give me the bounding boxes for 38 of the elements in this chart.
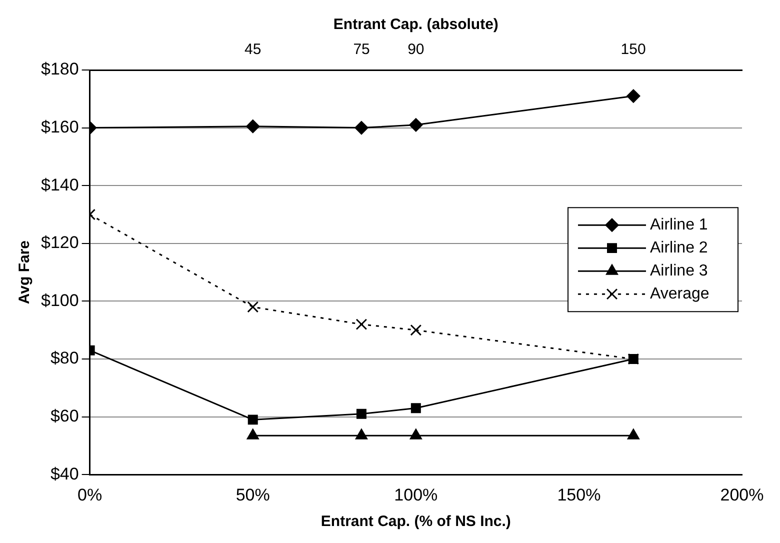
point xyxy=(247,301,259,313)
x-tick-label: 150% xyxy=(557,485,601,504)
y-tick-label: $40 xyxy=(50,464,79,484)
point xyxy=(626,89,640,103)
x2-tick-label: 90 xyxy=(408,41,424,58)
point xyxy=(410,324,422,336)
point xyxy=(246,428,259,440)
x-axis-title: Entrant Cap. (% of NS Inc.) xyxy=(320,513,511,530)
x2-axis-title: Entrant Cap. (absolute) xyxy=(333,16,498,34)
y-tick-label: $140 xyxy=(40,175,79,194)
point xyxy=(356,318,368,330)
point xyxy=(356,428,368,440)
y-tick-label: $60 xyxy=(50,406,79,426)
y-tick-label: $160 xyxy=(40,117,79,136)
legend-label: Airline 2 xyxy=(650,239,708,256)
legend-label: Average xyxy=(650,285,710,302)
point xyxy=(246,120,260,134)
x-tick-label: 0% xyxy=(78,485,102,504)
y-tick-label: $80 xyxy=(50,348,79,368)
legend-label: Airline 1 xyxy=(650,216,708,234)
point xyxy=(354,121,368,135)
point xyxy=(409,118,423,132)
point xyxy=(627,428,640,440)
point xyxy=(356,408,366,419)
y-tick-label: $100 xyxy=(40,290,79,310)
point xyxy=(410,403,421,414)
y-tick-label: $120 xyxy=(40,233,79,252)
point xyxy=(248,414,258,425)
y-tick-label: $180 xyxy=(40,60,79,79)
x2-tick-label: 150 xyxy=(620,41,646,58)
x2-tick-label: 75 xyxy=(353,41,370,58)
point xyxy=(410,428,422,440)
x-tick-label: 200% xyxy=(720,485,764,504)
legend-label: Airline 3 xyxy=(650,262,708,280)
y-axis-title: Avg Fare xyxy=(16,240,34,304)
x-tick-label: 50% xyxy=(236,485,270,504)
x2-tick-label: 45 xyxy=(244,41,262,58)
x-tick-label: 100% xyxy=(394,485,438,504)
